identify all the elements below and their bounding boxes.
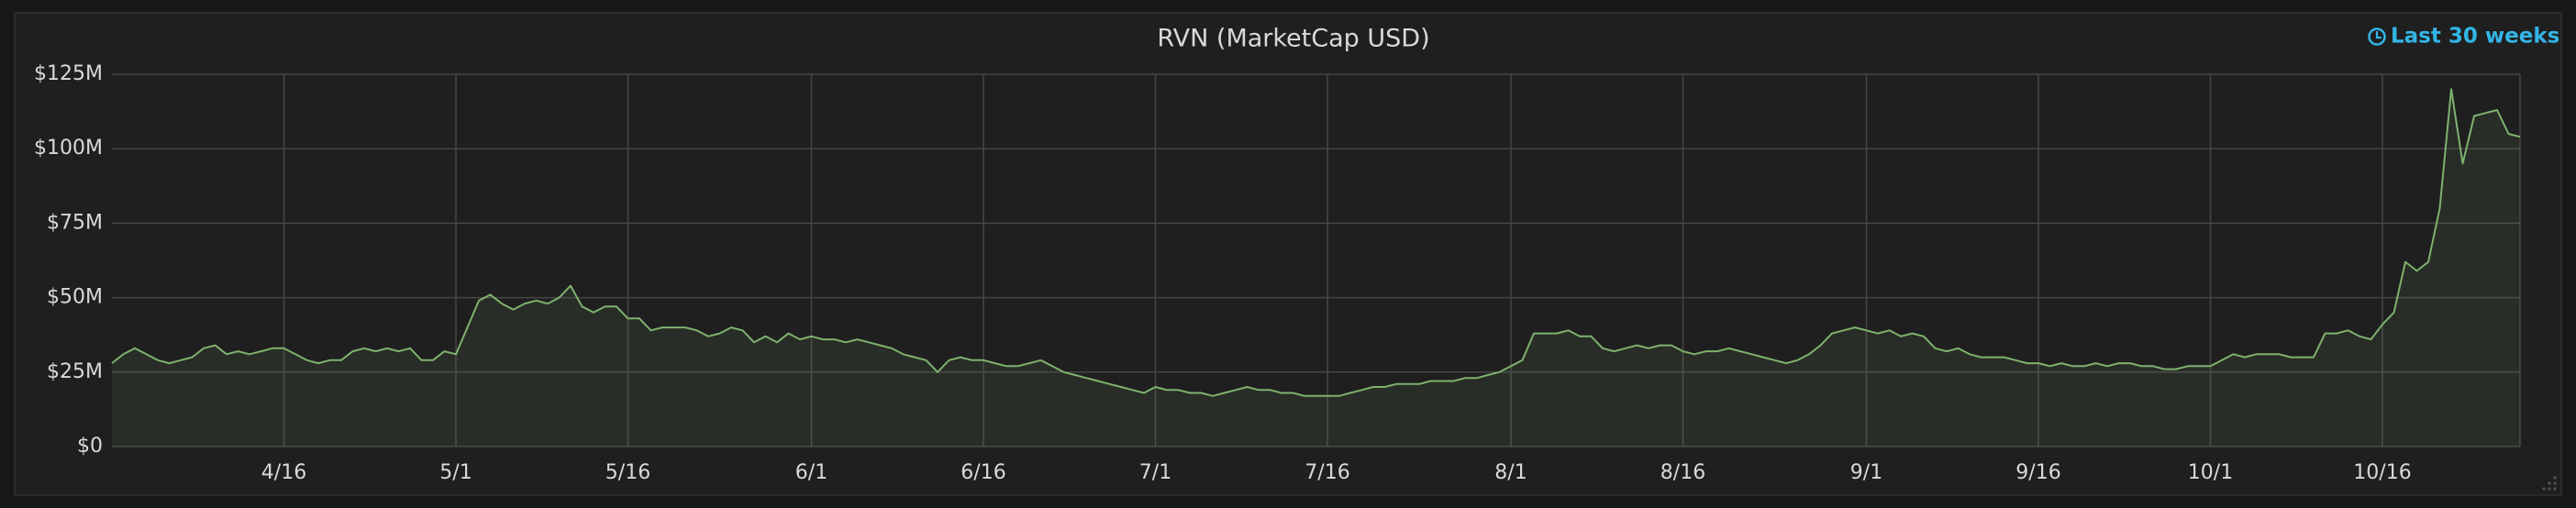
x-tick-label: 8/1 — [1494, 461, 1527, 484]
resize-handle[interactable] — [2542, 476, 2557, 491]
x-tick-label: 4/16 — [261, 461, 306, 484]
x-tick-label: 7/16 — [1305, 461, 1349, 484]
y-tick-label: $100M — [34, 137, 103, 160]
panel-title[interactable]: RVN (MarketCap USD) — [1157, 25, 1429, 53]
x-tick-label: 10/16 — [2353, 461, 2411, 484]
area-fill — [112, 89, 2520, 447]
x-tick-label: 10/1 — [2188, 461, 2233, 484]
x-tick-label: 7/1 — [1139, 461, 1171, 484]
y-tick-label: $50M — [47, 286, 103, 309]
x-tick-label: 5/16 — [605, 461, 650, 484]
clock-hands — [2375, 31, 2382, 39]
y-tick-label: $75M — [47, 211, 103, 234]
time-range-label[interactable]: Last 30 weeks — [2391, 25, 2559, 49]
x-tick-label: 8/16 — [1660, 461, 1705, 484]
line-series — [111, 88, 2521, 397]
x-tick-label: 9/16 — [2015, 461, 2060, 484]
x-tick-label: 9/1 — [1850, 461, 1882, 484]
panel-background — [14, 12, 2562, 496]
x-tick-label: 6/16 — [960, 461, 1005, 484]
x-tick-label: 6/1 — [795, 461, 827, 484]
y-tick-label: $25M — [47, 360, 103, 383]
time-range[interactable]: Last 30 weeks — [2368, 25, 2560, 49]
y-tick-label: $0 — [77, 435, 103, 458]
clock-icon — [2368, 28, 2386, 46]
x-tick-label: 5/1 — [439, 461, 472, 484]
y-tick-label: $125M — [34, 62, 103, 85]
